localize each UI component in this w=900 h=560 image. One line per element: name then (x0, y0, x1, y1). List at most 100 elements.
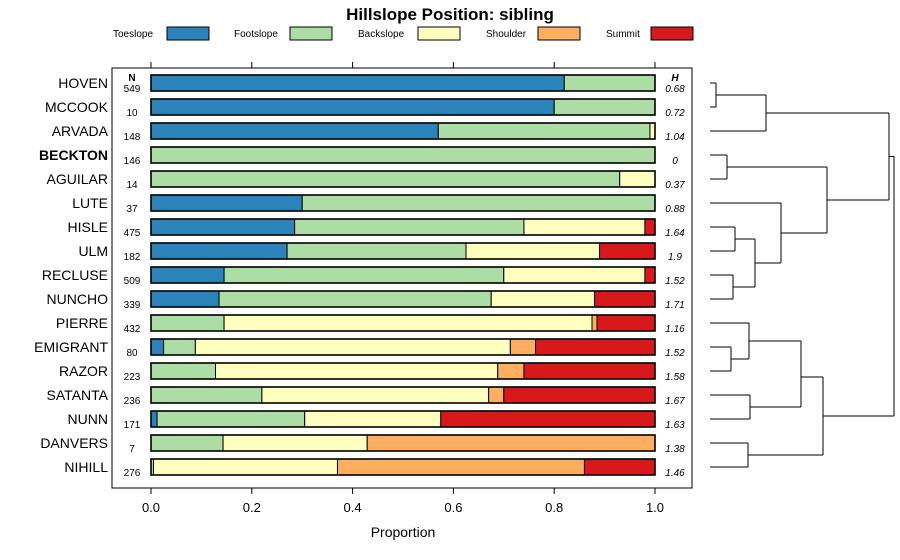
h-value: 1.71 (665, 300, 684, 311)
bar-segment-toeslope (150, 266, 225, 284)
bar-row: HOVEN 549 0.68 (58, 74, 685, 95)
bar-segment-summit (440, 410, 656, 428)
n-column-header: N (128, 73, 135, 84)
bar-segment-summit (535, 338, 656, 356)
bar-row: EMIGRANT 80 1.52 (34, 338, 685, 359)
bar-segment-backslope (503, 266, 646, 284)
bar-segment-backslope (490, 290, 596, 308)
bar-segment-summit (523, 362, 656, 380)
bar-outline (150, 266, 656, 284)
bar-rows: HOVEN 549 0.68 MCCOOK 10 0.72 ARVADA 148 1.04 BEC… (34, 74, 685, 479)
x-axis-label: Proportion (371, 524, 436, 540)
x-tick-label: 0.6 (444, 500, 462, 515)
bar-segment-toeslope (150, 122, 439, 140)
bar-segment-summit (596, 314, 656, 332)
bar-segment-backslope (261, 386, 490, 404)
row-label: EMIGRANT (34, 339, 108, 355)
h-value: 1.52 (665, 276, 685, 287)
row-label: HOVEN (58, 75, 108, 91)
n-value: 432 (124, 324, 141, 335)
legend-swatch (289, 26, 333, 41)
row-label: MCCOOK (45, 99, 109, 115)
dendrogram-link (710, 442, 749, 468)
bar-segment-footslope (150, 386, 263, 404)
dendrogram-link (710, 82, 717, 108)
bar-segment-shoulder (509, 338, 537, 356)
bar-segment-footslope (553, 98, 656, 116)
bar-segment-shoulder (336, 458, 585, 476)
bar-segment-backslope (465, 242, 601, 260)
bar-segment-footslope (223, 266, 505, 284)
h-value: 1.04 (665, 132, 685, 143)
n-value: 276 (124, 468, 141, 479)
h-value: 1.16 (665, 324, 685, 335)
row-label: RAZOR (59, 363, 108, 379)
bar-row: NUNN 171 1.63 (68, 410, 685, 431)
x-tick-label: 0.2 (243, 500, 261, 515)
bar-segment-footslope (294, 218, 525, 236)
bar-segment-backslope (304, 410, 442, 428)
h-value: 1.9 (668, 252, 682, 263)
bar-outline (150, 146, 656, 164)
h-value: 1.67 (665, 396, 685, 407)
x-tick-label: 1.0 (646, 500, 664, 515)
bar-segment-toeslope (150, 290, 220, 308)
bar-segment-footslope (150, 146, 656, 164)
bar-segment-backslope (153, 458, 338, 476)
bar-segment-backslope (223, 314, 593, 332)
bar-row: ARVADA 148 1.04 (52, 122, 685, 143)
bar-row: AGUILAR 14 0.37 (47, 170, 685, 191)
bar-segment-shoulder (497, 362, 525, 380)
bar-row: LUTE 37 0.88 (72, 194, 685, 215)
bar-segment-backslope (194, 338, 511, 356)
bar-row: MCCOOK 10 0.72 (45, 98, 685, 119)
bar-outline (150, 458, 656, 476)
n-value: 475 (124, 228, 141, 239)
h-value: 1.38 (665, 444, 685, 455)
bar-segment-summit (644, 218, 656, 236)
legend-swatch (650, 26, 694, 41)
bar-segment-footslope (163, 338, 196, 356)
legend-label: Backslope (358, 29, 405, 40)
dendrogram-link (823, 156, 895, 417)
bar-row: HISLE 475 1.64 (68, 218, 685, 239)
bar-segment-backslope (619, 170, 656, 188)
row-label: NIHILL (64, 459, 108, 475)
x-tick-label: 0.8 (545, 500, 563, 515)
bar-segment-toeslope (150, 98, 555, 116)
dendrogram-link (710, 226, 736, 252)
row-label: NUNN (68, 411, 108, 427)
bar-outline (150, 338, 656, 356)
h-value: 0.68 (665, 84, 685, 95)
bar-outline (150, 170, 656, 188)
legend-label: Summit (606, 29, 640, 40)
h-value: 0 (672, 156, 678, 167)
bar-segment-backslope (222, 434, 368, 452)
dendrogram-link (710, 202, 782, 264)
bar-outline (150, 362, 656, 380)
bar-outline (150, 122, 656, 140)
h-value: 1.58 (665, 372, 685, 383)
bar-outline (150, 74, 656, 92)
row-label: LUTE (72, 195, 108, 211)
h-value: 1.64 (665, 228, 685, 239)
bar-row: PIERRE 432 1.16 (56, 314, 685, 335)
dendrogram-link (710, 394, 751, 420)
n-value: 223 (124, 372, 141, 383)
n-value: 182 (124, 252, 141, 263)
bar-outline (150, 242, 656, 260)
legend-swatch (537, 26, 581, 41)
bar-segment-backslope (215, 362, 499, 380)
legend-label: Shoulder (486, 29, 527, 40)
dendrogram-link (710, 154, 728, 180)
dendrogram-link (710, 322, 750, 360)
n-value: 549 (124, 84, 141, 95)
h-value: 1.46 (665, 468, 685, 479)
bar-segment-toeslope (150, 74, 565, 92)
bar-outline (150, 218, 656, 236)
dendrogram-link (710, 94, 767, 132)
legend-label: Toeslope (113, 29, 153, 40)
row-label: NUNCHO (47, 291, 109, 307)
row-label: PIERRE (56, 315, 108, 331)
